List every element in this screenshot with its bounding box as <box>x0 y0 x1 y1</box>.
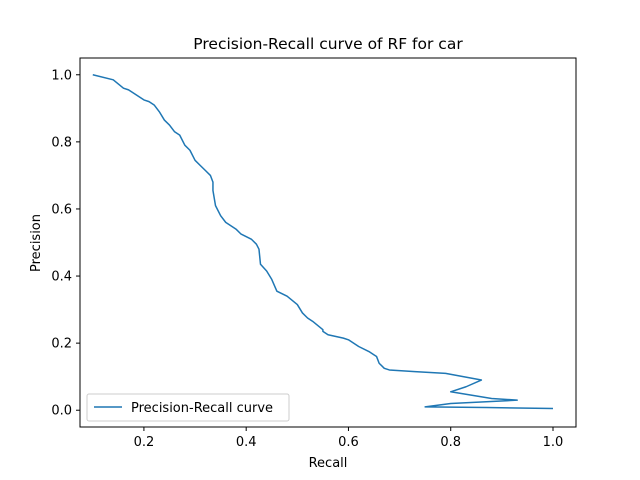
x-tick-label: 1.0 <box>543 435 564 450</box>
x-axis-label: Recall <box>309 456 348 471</box>
x-tick-label: 0.8 <box>440 435 461 450</box>
y-tick-label: 0.8 <box>51 135 72 150</box>
plot-area <box>92 74 554 410</box>
y-tick-label: 0.4 <box>51 270 72 285</box>
x-tick-label: 0.2 <box>134 435 155 450</box>
axes-frame <box>79 57 577 428</box>
x-tick-label: 0.4 <box>236 435 257 450</box>
y-tick-label: 1.0 <box>51 68 72 83</box>
series-line-0 <box>92 74 554 410</box>
legend-entry-label: Precision-Recall curve <box>131 401 273 416</box>
y-axis-ticks: 0.0 0.2 0.4 0.6 0.8 1.0 <box>51 68 80 419</box>
chart-title: Precision-Recall curve of RF for car <box>193 35 463 53</box>
y-tick-label: 0.0 <box>51 404 72 419</box>
legend: Precision-Recall curve <box>86 393 290 422</box>
y-tick-label: 0.6 <box>51 202 72 217</box>
x-axis-ticks: 0.2 0.4 0.6 0.8 1.0 <box>134 427 564 450</box>
y-axis-label: Precision <box>29 214 44 272</box>
legend-box <box>86 393 290 422</box>
y-tick-label: 0.2 <box>51 337 72 352</box>
x-tick-label: 0.6 <box>338 435 359 450</box>
